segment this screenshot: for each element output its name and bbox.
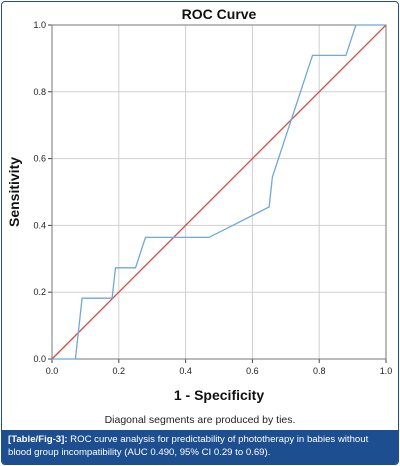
axes: 0.0 0.2 0.4 0.6 0.8 1.0 0.0 0.2 0.4 0.6 0.8 1.0 (33, 20, 392, 376)
y-tick-label: 0.4 (33, 220, 46, 230)
y-tick-label: 0.6 (33, 154, 46, 164)
caption-label: [Table/Fig-3]: (8, 434, 68, 445)
footnote: Diagonal segments are produced by ties. (104, 414, 296, 426)
y-tick-label: 0.8 (33, 87, 46, 97)
y-axis-label: Sensitivity (6, 157, 22, 227)
y-tick-label: 0.2 (33, 287, 46, 297)
x-tick-label: 0.8 (313, 366, 326, 376)
x-axis-label: 1 - Specificity (174, 387, 264, 403)
chart-title: ROC Curve (182, 6, 257, 22)
roc-curve-line (52, 24, 386, 360)
reference-diagonal-line (51, 24, 387, 360)
roc-chart-svg: ROC Curve 0.0 0.2 0.4 0.6 0.8 1.0 0.0 0.2 0.4 0.6… (6, 6, 392, 403)
figure-caption: [Table/Fig-3]: ROC curve analysis for pr… (2, 430, 398, 464)
roc-chart: ROC Curve 0.0 0.2 0.4 0.6 0.8 1.0 0.0 0.2 0.4 0.6… (2, 2, 398, 428)
y-tick-label: 1.0 (33, 20, 46, 30)
x-tick-label: 0.6 (246, 366, 259, 376)
plot-border (51, 24, 387, 360)
y-tick-label: 0.0 (33, 354, 46, 364)
x-tick-label: 1.0 (380, 366, 393, 376)
x-tick-label: 0.0 (46, 366, 59, 376)
caption-text: ROC curve analysis for predictability of… (8, 434, 369, 458)
x-tick-label: 0.4 (179, 366, 192, 376)
series-layer (51, 24, 387, 360)
x-tick-label: 0.2 (113, 366, 126, 376)
